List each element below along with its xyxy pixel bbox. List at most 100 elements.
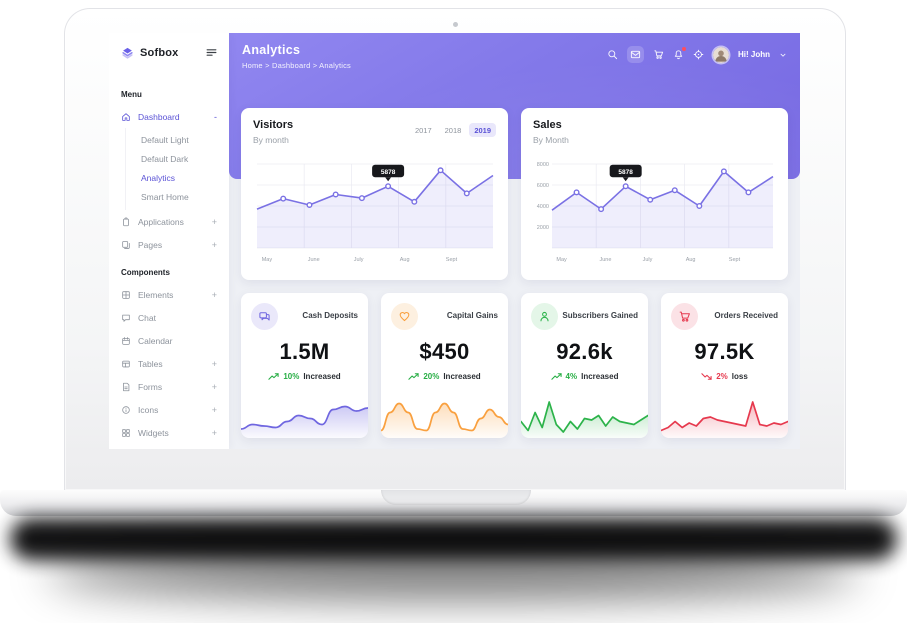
heart-icon — [391, 303, 418, 330]
stat-label: Subscribers Gained — [562, 311, 638, 320]
cart-icon[interactable] — [653, 49, 664, 60]
year-tab-2018[interactable]: 2018 — [444, 125, 462, 135]
dashboard-icon — [121, 112, 131, 122]
sidebar-item-label: Applications — [138, 216, 184, 227]
avatar[interactable] — [713, 46, 729, 63]
brand-name: Sofbox — [140, 46, 179, 59]
trend-percent: 2% — [716, 372, 728, 381]
sofbox-logo-icon — [122, 47, 133, 59]
sidebar-item-dashboard[interactable]: Dashboard - — [109, 105, 229, 128]
sidebar-item-calendar[interactable]: Calendar — [109, 329, 229, 352]
sidebar-menu-list: Dashboard - Default Light Default Dark Analy… — [109, 105, 229, 256]
svg-text:July: July — [354, 257, 364, 263]
svg-text:June: June — [308, 257, 320, 263]
trend-word: Increased — [581, 372, 619, 381]
stat-label: Orders Received — [714, 311, 778, 320]
chart-card-head: Sales By Month — [533, 119, 776, 145]
year-tab-2017[interactable]: 2017 — [414, 125, 432, 135]
forms-icon — [121, 382, 131, 392]
stat-sparkline — [381, 393, 508, 438]
sidebar-item-applications[interactable]: Applications + — [109, 210, 229, 233]
notifications-bell-icon[interactable] — [673, 47, 686, 60]
sidebar-item-elements[interactable]: Elements + — [109, 283, 229, 306]
sidebar-item-label: Dashboard — [138, 111, 180, 122]
sidebar-item-forms[interactable]: Forms + — [109, 375, 229, 398]
stat-value: $450 — [419, 339, 470, 364]
stat-value: 97.5K — [694, 339, 755, 364]
visitors-card: Visitors By month 2017 2018 2019 May June Ju… — [241, 108, 508, 280]
year-filter-tabs: 2017 2018 2019 — [410, 119, 496, 137]
sidebar-subitem-default-light[interactable]: Default Light — [141, 134, 189, 145]
sidebar-item-label: Elements — [138, 289, 174, 300]
laptop-screen-bezel: Sofbox Menu Dashboard - Default Light Defau… — [64, 8, 846, 490]
widgets-icon — [121, 428, 131, 438]
sidebar-submenu: Default Light Default Dark Analytics Smart … — [125, 128, 229, 210]
topbar-icons: Hi! John — [607, 43, 787, 63]
trend-word: Increased — [443, 372, 481, 381]
cart-icon — [671, 303, 698, 330]
sidebar-item-label: Icons — [138, 404, 159, 415]
notification-badge — [682, 47, 686, 51]
svg-text:Aug: Aug — [400, 257, 410, 263]
sparkline — [241, 405, 368, 438]
trend-word: loss — [731, 372, 748, 381]
sidebar-subitem-default-dark[interactable]: Default Dark — [141, 153, 189, 164]
sidebar-item-icons[interactable]: Icons + — [109, 398, 229, 421]
stat-sparkline — [521, 393, 648, 438]
visitors-line-chart: May June July Aug Sept 5878 — [256, 163, 494, 263]
year-tab-2019[interactable]: 2019 — [469, 123, 496, 137]
stat-trend: 10% Increased — [251, 372, 358, 381]
sidebar-subitem-smart-home[interactable]: Smart Home — [141, 191, 189, 202]
expand-indicator: + — [211, 427, 217, 438]
stat-value: 1.5M — [279, 339, 330, 364]
chart-plot: May June July Aug Sept 5878 — [253, 152, 496, 264]
icons-icon — [121, 405, 131, 415]
stat-card-subscribers-gained: Subscribers Gained 92.6k 4% Increased — [521, 293, 648, 438]
sales-card: Sales By Month 8000 6000 4000 2000 May June Ju… — [521, 108, 788, 280]
dashboard-app: Sofbox Menu Dashboard - Default Light Defau… — [109, 33, 800, 449]
stat-sparkline — [241, 393, 368, 438]
expand-indicator: - — [214, 111, 217, 122]
expand-indicator: + — [211, 404, 217, 415]
user-icon — [531, 303, 558, 330]
chat-icon — [121, 313, 131, 323]
sidebar-item-label: Tables — [138, 358, 163, 369]
trend-percent: 20% — [423, 372, 440, 381]
page-heading: Analytics Home > Dashboard > Analytics — [242, 43, 351, 70]
user-greeting[interactable]: Hi! John — [738, 50, 770, 59]
sales-line-chart: 8000 6000 4000 2000 May June July Aug Sept 5878 — [537, 162, 774, 263]
sidebar-section-menu: Menu — [121, 90, 142, 99]
sidebar-item-pages[interactable]: Pages + — [109, 233, 229, 256]
svg-text:May: May — [556, 257, 567, 263]
chevron-down-icon[interactable] — [779, 51, 787, 59]
sparkline — [381, 402, 508, 438]
expand-indicator: + — [211, 381, 217, 392]
sidebar-subitem-analytics[interactable]: Analytics — [141, 172, 176, 183]
search-icon[interactable] — [607, 49, 618, 60]
trend-percent: 4% — [565, 372, 578, 381]
breadcrumb: Home > Dashboard > Analytics — [242, 61, 351, 70]
gps-icon[interactable] — [693, 49, 704, 60]
svg-text:4000: 4000 — [537, 204, 549, 210]
svg-text:8000: 8000 — [537, 162, 549, 168]
topbar: Analytics Home > Dashboard > Analytics H… — [229, 33, 800, 70]
svg-text:July: July — [643, 257, 653, 263]
stat-sparkline — [661, 393, 788, 438]
expand-indicator: + — [211, 358, 217, 369]
sidebar-item-chat[interactable]: Chat — [109, 306, 229, 329]
sidebar-item-tables[interactable]: Tables + — [109, 352, 229, 375]
laptop-shadow-soft — [46, 546, 861, 598]
webcam-dot — [453, 22, 458, 27]
stat-value: 92.6k — [556, 339, 613, 364]
svg-text:May: May — [262, 257, 273, 263]
sidebar-section-components: Components — [121, 268, 170, 277]
stat-card-cash-deposits: Cash Deposits 1.5M 10% Increased — [241, 293, 368, 438]
mail-icon[interactable] — [627, 46, 644, 63]
svg-text:Sept: Sept — [446, 257, 458, 263]
calendar-icon — [121, 336, 131, 346]
sidebar-item-label: Calendar — [138, 335, 173, 346]
chart-subtitle: By month — [253, 135, 289, 145]
sidebar-item-widgets[interactable]: Widgets + — [109, 421, 229, 444]
sidebar-toggle-icon[interactable] — [205, 46, 218, 59]
